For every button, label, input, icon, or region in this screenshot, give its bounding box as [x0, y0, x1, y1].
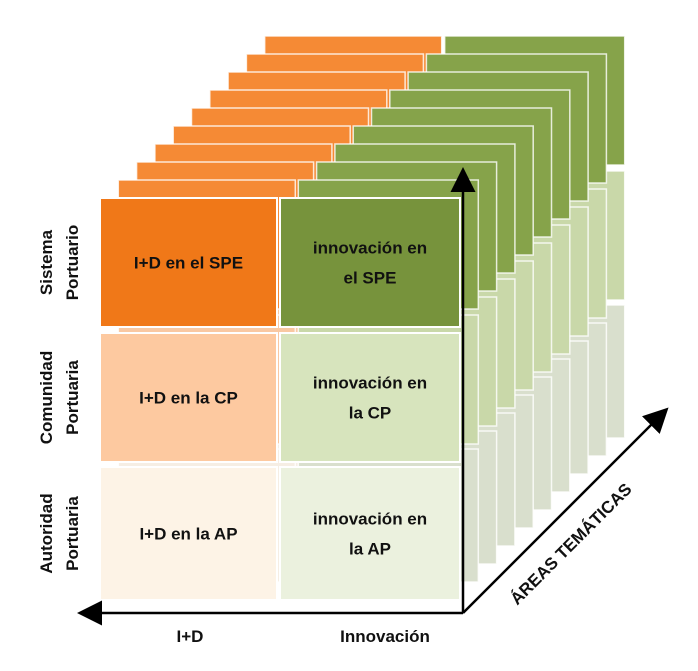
- column-label: Innovación: [340, 627, 430, 646]
- cell-text: la CP: [349, 404, 392, 423]
- cell-text: I+D en la AP: [139, 525, 237, 544]
- cell-text: innovación en: [313, 510, 427, 529]
- row-label: Portuario: [63, 225, 82, 301]
- cell-text: innovación en: [313, 239, 427, 258]
- front-face: I+D en el SPE innovación en el SPE I+D en l…: [99, 197, 461, 601]
- cell: [99, 332, 278, 463]
- cell: [99, 466, 278, 601]
- row-label: Portuaria: [63, 360, 82, 435]
- row-label: Sistema: [37, 229, 56, 295]
- column-label: I+D: [177, 627, 204, 646]
- row-label: Portuaria: [63, 496, 82, 571]
- cell-text: I+D en la CP: [139, 389, 238, 408]
- cell-text: el SPE: [344, 269, 397, 288]
- cell-text: innovación en: [313, 374, 427, 393]
- cell: [279, 197, 461, 328]
- row-label: Autoridad: [37, 493, 56, 573]
- cell: [279, 466, 461, 601]
- row-label: Comunidad: [37, 351, 56, 445]
- cell-text: I+D en el SPE: [134, 254, 243, 273]
- cell: [99, 197, 278, 328]
- cell-text: la AP: [349, 540, 391, 559]
- depth-axis: [462, 407, 669, 614]
- cell: [279, 332, 461, 463]
